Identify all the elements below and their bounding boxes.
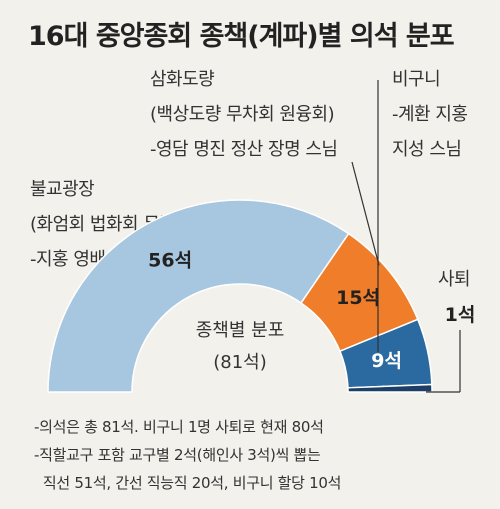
segment-bulgyo — [47, 199, 350, 393]
center-label-line-2: (81석) — [213, 352, 267, 373]
value-label-bigu: 9석 — [371, 350, 402, 372]
center-label-line-1: 종책별 분포 — [196, 320, 285, 341]
label-bigu-line-1: 비구니 — [392, 69, 441, 90]
label-satoe: 사퇴 — [438, 262, 471, 297]
label-bigu: 비구니 -계환 지홍 지성 스님 — [392, 62, 468, 167]
note-3: 직선 51석, 간선 직능직 20석, 비구니 할당 10석 — [34, 474, 342, 492]
value-label-bulgyo: 56석 — [148, 249, 192, 271]
label-satoe-line-1: 사퇴 — [438, 269, 471, 290]
leader-line-samhwa — [351, 161, 380, 266]
label-samhwa: 삼화도량 (백상도량 무차회 원융회) -영담 명진 정산 장명 스님 — [150, 62, 338, 167]
segment-satoe — [347, 383, 433, 393]
label-bigu-line-2: -계환 지홍 — [392, 104, 468, 125]
label-samhwa-line-2: (백상도량 무차회 원융회) — [150, 104, 335, 125]
value-label-samhwa: 15석 — [336, 287, 380, 309]
label-samhwa-line-3: -영담 명진 정산 장명 스님 — [150, 139, 338, 160]
note-2: -직할교구 포함 교구별 2석(해인사 3석)씩 뽑는 — [34, 446, 321, 464]
value-label-satoe: 1석 — [445, 304, 476, 326]
note-1: -의석은 총 81석. 비구니 1명 사퇴로 현재 80석 — [34, 418, 324, 436]
label-bulgyo-line-1: 불교광장 — [30, 179, 95, 200]
chart-title: 16대 중앙종회 종책(계파)별 의석 분포 — [28, 21, 455, 52]
label-bigu-line-3: 지성 스님 — [392, 139, 462, 160]
label-samhwa-line-1: 삼화도량 — [150, 69, 215, 90]
